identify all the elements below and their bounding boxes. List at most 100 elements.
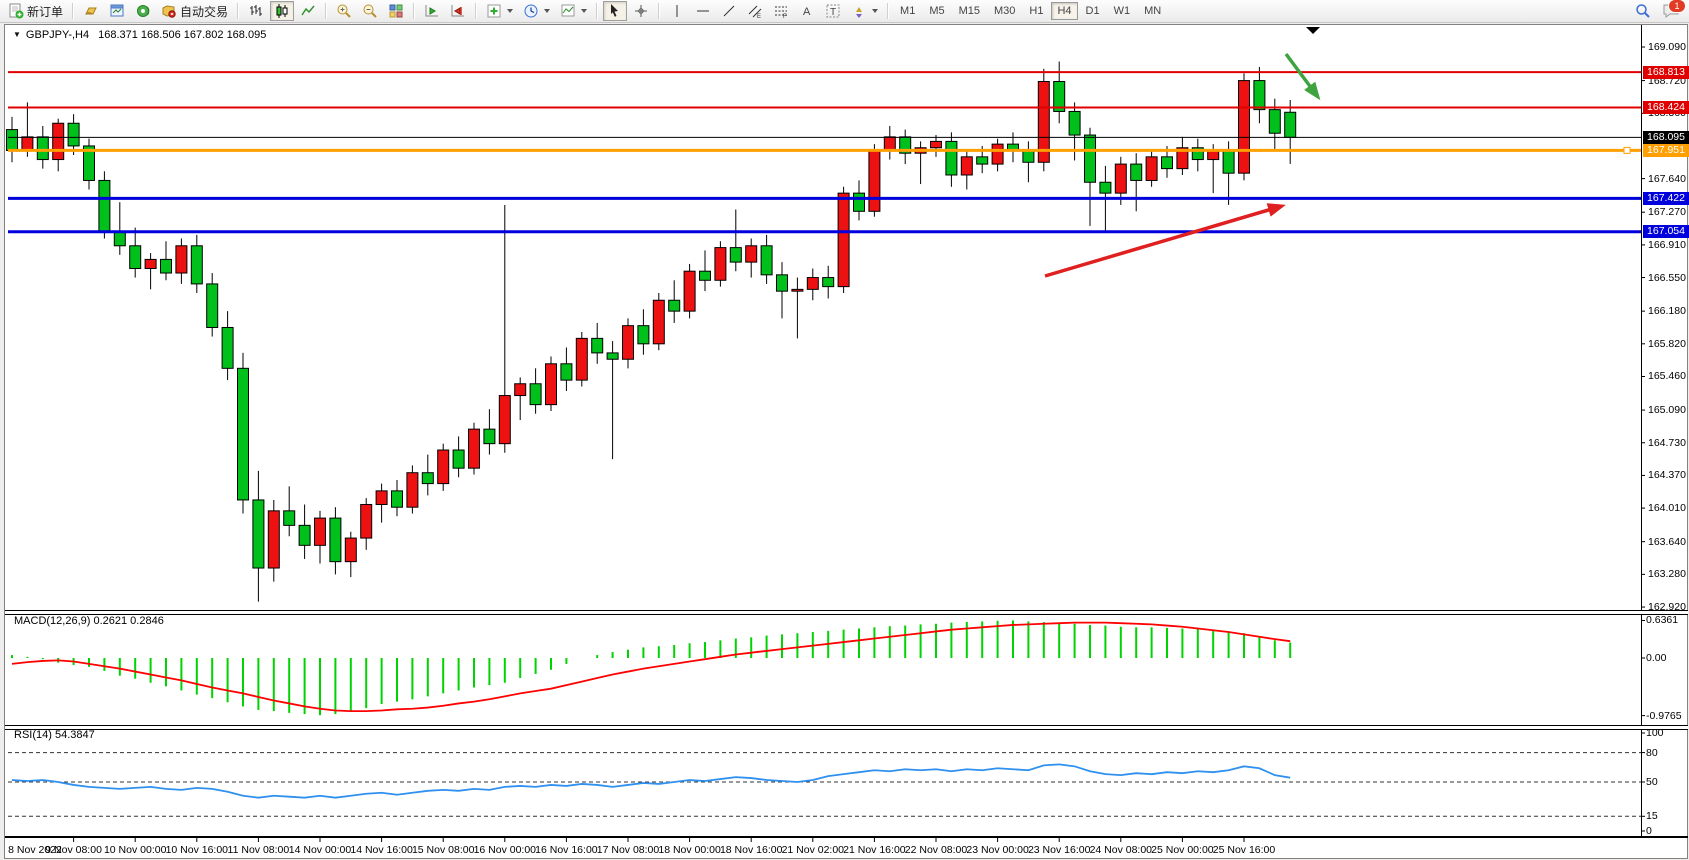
zoom-out-button[interactable] bbox=[358, 1, 382, 21]
date-tick-label: 23 Nov 16:00 bbox=[1027, 844, 1091, 856]
notifications-button[interactable]: 1 bbox=[1662, 0, 1686, 19]
price-tick-label: 163.640 bbox=[1648, 535, 1686, 548]
date-tick-label: 14 Nov 16:00 bbox=[350, 844, 413, 856]
svg-text:A: A bbox=[803, 6, 811, 18]
crosshair-icon bbox=[635, 5, 648, 17]
timeframe-d1-button[interactable]: D1 bbox=[1080, 2, 1106, 20]
bar-chart-icon bbox=[250, 5, 263, 16]
navigator-icon bbox=[137, 5, 150, 17]
timeframe-bar: M1 M5 M15 M30 H1 H4 D1 W1 MN bbox=[893, 2, 1168, 20]
macd-panel-separator[interactable] bbox=[5, 610, 1688, 615]
date-tick-label: 18 Nov 16:00 bbox=[719, 844, 783, 856]
trendline-tool-button[interactable] bbox=[717, 1, 741, 21]
date-tick-label: 25 Nov 00:00 bbox=[1151, 844, 1214, 856]
candlestick-mode-button[interactable] bbox=[270, 1, 295, 21]
trendline-icon bbox=[723, 5, 735, 17]
chart-window-frame bbox=[4, 24, 1688, 859]
horizontal-line-tool-button[interactable] bbox=[691, 1, 715, 21]
price-tick-label: 166.550 bbox=[1648, 271, 1686, 284]
rsi-scale-label: 100 bbox=[1646, 727, 1664, 739]
price-tick-label: 164.730 bbox=[1648, 436, 1686, 449]
svg-text:F: F bbox=[783, 14, 787, 19]
arrows-tool-button[interactable] bbox=[847, 1, 882, 21]
toolbar-separator bbox=[475, 3, 478, 19]
toolbar-separator bbox=[72, 3, 75, 19]
chart-shift-button[interactable] bbox=[446, 1, 470, 21]
horizontal-line-icon bbox=[697, 10, 710, 12]
chart-symbol-period: GBPJPY-,H4 bbox=[25, 29, 90, 41]
timeframe-m15-button[interactable]: M15 bbox=[953, 2, 986, 20]
indicators-button[interactable] bbox=[482, 1, 517, 21]
date-tick-label: 11 Nov 08:00 bbox=[227, 844, 290, 856]
zoom-in-icon bbox=[337, 4, 351, 18]
price-badge-167.422: 167.422 bbox=[1643, 191, 1689, 205]
indicators-dropdown-caret bbox=[507, 9, 514, 13]
price-badge-167.054: 167.054 bbox=[1643, 225, 1689, 239]
macd-scale-label: 0.6361 bbox=[1646, 614, 1679, 627]
data-window-icon bbox=[110, 4, 124, 17]
timeframe-m5-button[interactable]: M5 bbox=[923, 2, 950, 20]
rsi-indicator-label: RSI(14) 54.3847 bbox=[14, 729, 95, 741]
navigator-button[interactable] bbox=[131, 1, 155, 21]
arrows-dropdown-caret bbox=[872, 9, 879, 13]
price-tick-label: 166.180 bbox=[1648, 305, 1686, 318]
timeframe-w1-button[interactable]: W1 bbox=[1108, 2, 1137, 20]
crosshair-tool-button[interactable] bbox=[629, 1, 653, 21]
timeframe-mn-button[interactable]: MN bbox=[1138, 2, 1167, 20]
date-tick-label: 18 Nov 00:00 bbox=[658, 844, 721, 856]
toolbar-separator bbox=[413, 3, 416, 19]
vertical-line-tool-button[interactable] bbox=[665, 1, 689, 21]
timeframe-m30-button[interactable]: M30 bbox=[988, 2, 1021, 20]
price-axis-border bbox=[1641, 25, 1642, 838]
price-tick-label: 163.280 bbox=[1648, 568, 1686, 581]
indicators-icon bbox=[487, 4, 501, 18]
new-order-icon bbox=[9, 3, 24, 19]
rsi-panel-separator[interactable] bbox=[5, 725, 1688, 730]
cursor-icon bbox=[611, 4, 619, 17]
auto-trading-icon bbox=[162, 5, 176, 18]
macd-indicator-label: MACD(12,26,9) 0.2621 0.2846 bbox=[14, 615, 164, 627]
cursor-tool-button[interactable] bbox=[603, 1, 628, 21]
market-watch-button[interactable] bbox=[79, 1, 103, 21]
toolbar-separator bbox=[658, 3, 661, 19]
zoom-in-button[interactable] bbox=[332, 1, 356, 21]
timeframe-h1-button[interactable]: H1 bbox=[1023, 2, 1049, 20]
zoom-out-icon bbox=[363, 4, 377, 18]
price-tick-label: 162.920 bbox=[1648, 601, 1686, 614]
price-tick-label: 167.270 bbox=[1648, 206, 1686, 219]
timeframe-m1-button[interactable]: M1 bbox=[894, 2, 921, 20]
data-window-button[interactable] bbox=[105, 1, 129, 21]
chart-shift-icon bbox=[451, 5, 465, 17]
toolbar-separator bbox=[237, 3, 240, 19]
rsi-panel[interactable] bbox=[8, 729, 1641, 837]
toolbar-separator bbox=[325, 3, 328, 19]
price-tick-label: 164.010 bbox=[1648, 502, 1686, 515]
auto-scroll-button[interactable] bbox=[420, 1, 444, 21]
auto-trading-button[interactable]: 自动交易 bbox=[157, 1, 232, 21]
timeframe-h4-button[interactable]: H4 bbox=[1051, 2, 1078, 20]
date-tick-label: 21 Nov 02:00 bbox=[781, 844, 845, 856]
macd-panel[interactable] bbox=[8, 614, 1641, 726]
vertical-line-icon bbox=[676, 5, 678, 17]
text-label-tool-button[interactable]: T bbox=[821, 1, 845, 21]
rsi-scale-label: 50 bbox=[1646, 776, 1658, 788]
date-tick-label: 16 Nov 00:00 bbox=[473, 844, 537, 856]
chart-plot-area[interactable] bbox=[8, 25, 1641, 610]
search-button[interactable] bbox=[1631, 1, 1655, 21]
periods-button[interactable] bbox=[519, 1, 554, 21]
price-badge-168.424: 168.424 bbox=[1643, 100, 1689, 114]
fibonacci-tool-button[interactable]: F bbox=[769, 1, 793, 21]
templates-button[interactable] bbox=[556, 1, 591, 21]
channel-tool-button[interactable]: E bbox=[743, 1, 767, 21]
svg-text:T: T bbox=[830, 7, 836, 18]
date-tick-label: 22 Nov 08:00 bbox=[904, 844, 968, 856]
tile-windows-button[interactable] bbox=[384, 1, 408, 21]
collapse-icon[interactable]: ▼ bbox=[13, 30, 21, 39]
bar-chart-mode-button[interactable] bbox=[244, 1, 268, 21]
date-tick-label: 24 Nov 08:00 bbox=[1089, 844, 1153, 856]
new-order-button[interactable]: 新订单 bbox=[4, 1, 67, 21]
line-chart-mode-button[interactable] bbox=[296, 1, 320, 21]
main-toolbar: 新订单 自动交易 bbox=[0, 0, 1689, 23]
text-tool-button[interactable]: A bbox=[795, 1, 819, 21]
macd-scale-label: -0.9765 bbox=[1646, 709, 1682, 722]
